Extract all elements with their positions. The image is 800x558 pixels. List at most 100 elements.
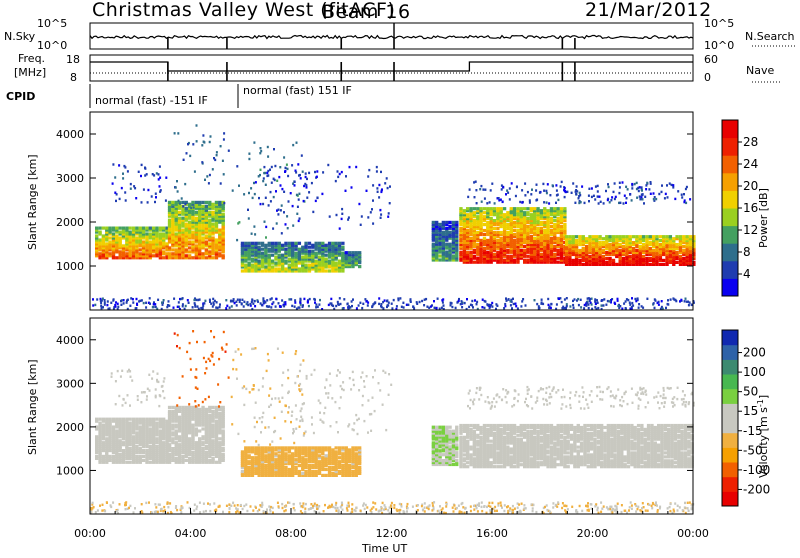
heatmap-cell: [171, 248, 174, 251]
heatmap-cell: [402, 302, 404, 304]
heatmap-cell: [613, 191, 615, 193]
heatmap-cell: [274, 262, 277, 265]
heatmap-cell: [624, 195, 626, 197]
heatmap-cell: [119, 439, 122, 442]
heatmap-cell: [159, 429, 162, 432]
heatmap-cell: [597, 185, 599, 187]
heatmap-cell: [423, 304, 425, 306]
heatmap-cell: [538, 305, 540, 307]
heatmap-cell: [222, 447, 225, 450]
heatmap-cell: [386, 300, 388, 302]
heatmap-cell: [155, 227, 158, 230]
heatmap-cell: [635, 235, 638, 238]
heatmap-cell: [149, 427, 152, 430]
heatmap-cell: [281, 188, 283, 190]
heatmap-cell: [191, 451, 194, 454]
power-colorbar-label: Power [dB]: [757, 188, 770, 248]
heatmap-cell: [157, 299, 159, 301]
heatmap-cell: [378, 196, 380, 198]
heatmap-cell: [598, 202, 600, 204]
heatmap-cell: [498, 197, 500, 199]
heatmap-cell: [550, 225, 553, 228]
heatmap-cell: [301, 472, 304, 475]
heatmap-cell: [142, 459, 145, 462]
heatmap-cell: [100, 302, 102, 304]
heatmap-cell: [296, 213, 298, 215]
heatmap-cell: [675, 251, 678, 254]
heatmap-cell: [254, 233, 256, 235]
heatmap-cell: [667, 303, 669, 305]
heatmap-cell: [280, 184, 282, 186]
heatmap-cell: [195, 211, 198, 214]
heatmap-cell: [473, 249, 476, 252]
heatmap-cell: [685, 202, 687, 204]
heatmap-cell: [448, 231, 451, 234]
heatmap-cell: [196, 124, 198, 126]
heatmap-cell: [376, 187, 378, 189]
heatmap-cell: [540, 227, 543, 230]
heatmap-cell: [469, 237, 472, 240]
heatmap-cell: [622, 181, 624, 183]
heatmap-cell: [284, 170, 286, 172]
heatmap-cell: [315, 260, 318, 263]
heatmap-cell: [171, 431, 174, 434]
heatmap-cell: [328, 466, 331, 469]
heatmap-cell: [473, 207, 476, 210]
heatmap-cell: [176, 180, 178, 182]
heatmap-cell: [95, 227, 98, 230]
heatmap-cell: [614, 182, 616, 184]
heatmap-cell: [450, 302, 452, 304]
heatmap-cell: [642, 198, 644, 200]
heatmap-cell: [288, 298, 290, 300]
heatmap-cell: [268, 242, 271, 245]
heatmap-cell: [122, 418, 125, 421]
heatmap-cell: [223, 138, 225, 140]
heatmap-cell: [381, 188, 383, 190]
heatmap-cell: [155, 445, 158, 448]
heatmap-cell: [307, 301, 309, 303]
heatmap-cell: [112, 232, 115, 235]
heatmap-cell: [209, 299, 211, 301]
heatmap-cell: [391, 303, 393, 305]
heatmap-cell: [574, 298, 576, 300]
heatmap-cell: [308, 464, 311, 467]
heatmap-cell: [171, 447, 174, 450]
heatmap-cell: [175, 429, 178, 432]
heatmap-cell: [129, 231, 132, 234]
heatmap-cell: [649, 263, 652, 266]
heatmap-cell: [407, 304, 409, 306]
heatmap-cell: [380, 305, 382, 307]
heatmap-cell: [155, 193, 157, 195]
heatmap-cell: [171, 424, 174, 427]
heatmap-cell: [685, 298, 687, 300]
heatmap-cell: [500, 231, 503, 234]
heatmap-cell: [370, 211, 372, 213]
heatmap-cell: [191, 231, 194, 234]
heatmap-cell: [132, 418, 135, 421]
heatmap-cell: [516, 229, 519, 232]
heatmap-cell: [526, 255, 529, 258]
heatmap-cell: [550, 207, 553, 210]
heatmap-cell: [218, 229, 221, 232]
heatmap-cell: [675, 243, 678, 246]
heatmap-cell: [236, 239, 238, 241]
heatmap-cell: [208, 201, 211, 204]
heatmap-cell: [248, 192, 250, 194]
heatmap-cell: [315, 470, 318, 473]
heatmap-cell: [251, 264, 254, 267]
heatmap-cell: [526, 211, 529, 214]
heatmap-cell: [306, 186, 308, 188]
heatmap-cell: [261, 252, 264, 255]
heatmap-cell: [185, 305, 187, 307]
heatmap-cell: [330, 298, 332, 300]
heatmap-cell: [288, 446, 291, 449]
heatmap-cell: [288, 200, 290, 202]
heatmap-cell: [211, 457, 214, 460]
heatmap-cell: [631, 297, 633, 299]
velocity-heatmap-cells: [90, 330, 695, 514]
heatmap-cell: [208, 182, 210, 184]
heatmap-cell: [576, 185, 578, 187]
heatmap-cell: [582, 235, 585, 238]
heatmap-cell: [178, 416, 181, 419]
